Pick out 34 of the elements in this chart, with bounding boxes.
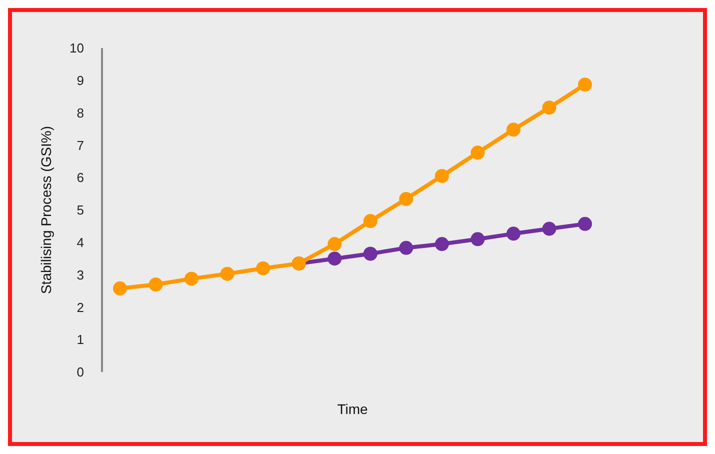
point [113, 281, 127, 296]
y-tick-label: 1 [76, 332, 84, 348]
point [148, 278, 163, 292]
point [542, 222, 556, 236]
point [363, 246, 378, 261]
y-tick-label: 3 [76, 267, 84, 282]
point [506, 226, 520, 241]
x-axis-title: Time [337, 401, 368, 417]
y-tick-label: 9 [76, 73, 84, 88]
point [184, 272, 199, 286]
y-tick-label: 4 [76, 235, 84, 250]
point [542, 100, 556, 115]
point [256, 261, 270, 276]
point [470, 232, 485, 246]
point [399, 192, 414, 206]
y-tick-label: 2 [76, 300, 84, 315]
y-tick-label: 7 [76, 138, 84, 153]
point [363, 214, 378, 228]
y-tick-label: 8 [76, 105, 84, 120]
point [220, 266, 234, 281]
point [470, 146, 485, 160]
y-tick-label: 0 [76, 364, 84, 380]
point [578, 78, 592, 92]
point [578, 216, 592, 231]
point [506, 122, 520, 137]
y-tick-label: 5 [76, 202, 84, 218]
point [434, 237, 449, 252]
point [399, 240, 414, 255]
y-axis-title: Stabilising Process (GSI%) [38, 126, 54, 294]
y-tick-label: 6 [76, 170, 84, 186]
y-tick-label: 10 [70, 40, 84, 56]
point [434, 168, 449, 183]
point [328, 237, 342, 252]
point [328, 252, 342, 266]
